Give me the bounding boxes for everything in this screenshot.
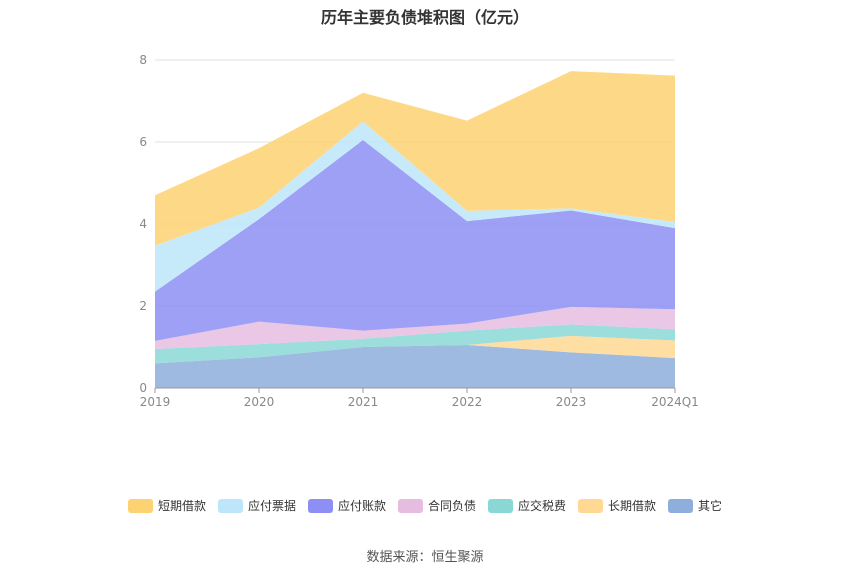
area-series xyxy=(155,71,675,388)
legend-label: 合同负债 xyxy=(427,499,476,513)
x-tick-label: 2019 xyxy=(140,395,171,409)
area-其它 xyxy=(155,344,675,388)
legend: 短期借款 应付票据 应付账款 合同负债 应交税费 长期借款 其它 xyxy=(0,497,850,514)
legend-item[interactable]: 长期借款 xyxy=(578,497,656,514)
area-短期借款 xyxy=(155,71,675,246)
y-tick-label: 2 xyxy=(139,299,147,313)
source-note: 数据来源：恒生聚源 xyxy=(366,550,484,565)
x-tick-label: 2024Q1 xyxy=(651,395,699,409)
area-应付账款 xyxy=(155,139,675,341)
legend-swatch xyxy=(397,498,423,513)
area-长期借款 xyxy=(155,335,675,364)
area-合同负债 xyxy=(155,306,675,350)
y-tick-label: 6 xyxy=(139,135,147,149)
legend-item[interactable]: 短期借款 xyxy=(127,497,206,514)
x-tick-label: 2022 xyxy=(452,395,483,409)
legend-swatch xyxy=(578,498,604,513)
legend-swatch xyxy=(488,498,513,513)
y-tick-label: 8 xyxy=(139,53,147,67)
legend-swatch xyxy=(307,498,333,513)
legend-item[interactable]: 应付票据 xyxy=(217,497,296,514)
legend-item[interactable]: 合同负债 xyxy=(397,497,476,514)
chart-title: 历年主要负债堆积图（亿元） xyxy=(320,8,529,27)
legend-item[interactable]: 应付账款 xyxy=(307,497,386,514)
legend-label: 应付账款 xyxy=(337,499,386,513)
legend-label: 应付票据 xyxy=(247,499,296,513)
legend-swatch xyxy=(127,498,153,513)
legend-item[interactable]: 应交税费 xyxy=(488,497,566,514)
area-应交税费 xyxy=(155,324,675,364)
legend-label: 短期借款 xyxy=(157,499,206,513)
y-tick-label: 0 xyxy=(139,381,147,395)
legend-label: 应交税费 xyxy=(518,499,567,513)
x-tick-label: 2020 xyxy=(244,395,275,409)
legend-swatch xyxy=(217,498,243,513)
x-tick-label: 2021 xyxy=(348,395,379,409)
legend-swatch xyxy=(668,498,694,513)
axes: 0 2 4 6 8 2019 2020 2021 2022 2023 2024Q1 xyxy=(139,53,698,409)
x-tick-label: 2023 xyxy=(556,395,587,409)
legend-label: 长期借款 xyxy=(608,499,657,513)
stacked-area-chart: 0 2 4 6 8 2019 2020 2021 2022 2023 2024Q1 xyxy=(139,53,698,409)
legend-label: 其它 xyxy=(698,499,723,513)
y-tick-label: 4 xyxy=(139,217,147,231)
legend-item[interactable]: 其它 xyxy=(668,497,722,514)
